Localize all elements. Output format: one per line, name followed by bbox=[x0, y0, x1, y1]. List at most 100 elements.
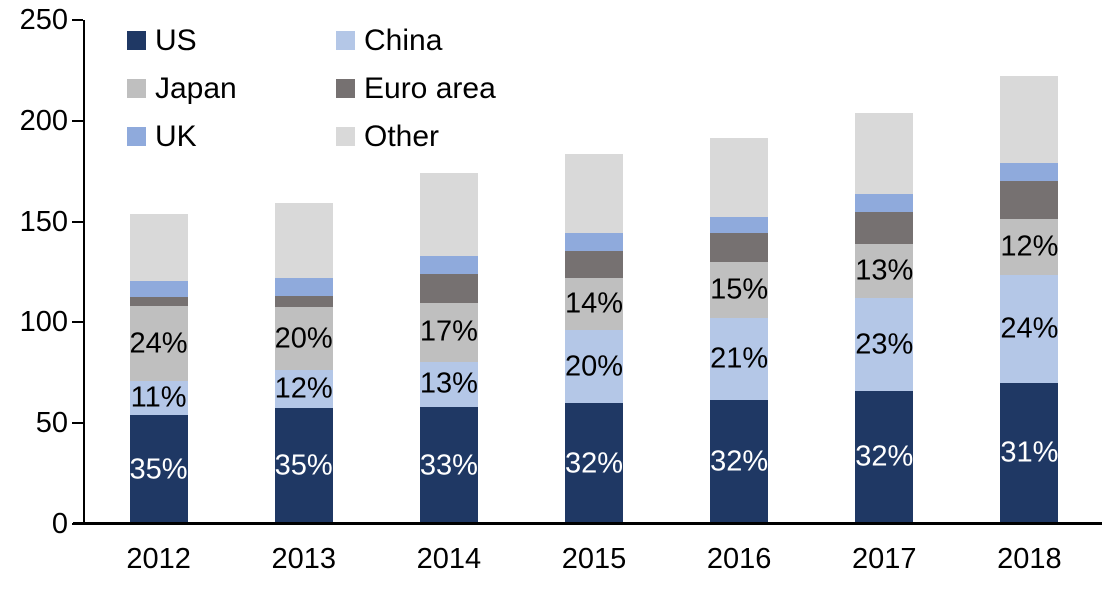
stacked-bar-2012: 35% 11% 24% bbox=[129, 213, 188, 524]
legend-label: US bbox=[155, 23, 197, 57]
bar-segment-japan: 12% bbox=[1000, 218, 1059, 276]
segment-value-label: 14% bbox=[564, 287, 624, 320]
bar-segment-china: 12% bbox=[275, 369, 333, 409]
legend-swatch-icon bbox=[127, 127, 146, 146]
segment-value-label: 20% bbox=[274, 322, 333, 355]
bar-segment-euro-area bbox=[855, 211, 914, 244]
legend-item-us: US bbox=[127, 24, 336, 57]
bar-segment-other bbox=[855, 112, 914, 195]
bar-segment-us: 32% bbox=[565, 403, 623, 524]
x-axis-label-2014: 2014 bbox=[416, 543, 482, 575]
bar-segment-other bbox=[419, 173, 478, 256]
stacked-bar-2013: 35% 12% 20% bbox=[274, 202, 333, 524]
legend-item-other: Other bbox=[336, 120, 496, 153]
chart-legend: US China Japan Euro area UK Other bbox=[127, 24, 496, 153]
bar-segment-other bbox=[129, 213, 188, 282]
legend-swatch-icon bbox=[127, 79, 146, 98]
bar-slot-2015: 32% 20% 14% bbox=[521, 20, 666, 524]
bar-segment-japan: 17% bbox=[419, 303, 478, 362]
bar-segment-uk bbox=[1000, 163, 1059, 182]
x-axis-label-2012: 2012 bbox=[126, 543, 191, 575]
bar-segment-china: 23% bbox=[855, 298, 913, 391]
segment-value-label: 23% bbox=[855, 328, 914, 361]
y-tick-label: 150 bbox=[19, 205, 68, 238]
y-tick-label: 50 bbox=[35, 407, 68, 440]
legend-label: Euro area bbox=[364, 71, 496, 105]
bar-segment-euro-area bbox=[564, 250, 623, 279]
bar-segment-us: 31% bbox=[1000, 382, 1059, 524]
x-axis-label-2013: 2013 bbox=[271, 543, 336, 575]
bar-segment-japan: 15% bbox=[710, 261, 769, 319]
bar-segment-uk bbox=[129, 281, 188, 298]
y-tick-label: 250 bbox=[19, 4, 68, 36]
bar-segment-euro-area bbox=[710, 232, 769, 262]
y-tick-mark bbox=[72, 119, 83, 122]
segment-value-label: 13% bbox=[419, 367, 478, 400]
bar-segment-china: 20% bbox=[564, 330, 624, 404]
bar-segment-other bbox=[710, 138, 769, 217]
segment-value-label: 13% bbox=[855, 254, 914, 287]
legend-swatch-icon bbox=[336, 79, 355, 98]
segment-value-label: 15% bbox=[710, 273, 769, 306]
bar-slot-2016: 32% 21% 15% bbox=[667, 20, 812, 524]
segment-value-label: 32% bbox=[564, 447, 624, 480]
bar-segment-china: 24% bbox=[1000, 275, 1058, 383]
bar-segment-uk bbox=[855, 194, 914, 212]
legend-item-uk: UK bbox=[127, 120, 336, 153]
segment-value-label: 32% bbox=[855, 440, 914, 473]
bar-segment-euro-area bbox=[274, 296, 333, 308]
bar-slot-2017: 32% 23% 13% bbox=[812, 20, 957, 524]
y-tick-label: 100 bbox=[19, 306, 68, 339]
x-axis-label-2016: 2016 bbox=[706, 543, 772, 575]
bar-segment-china: 13% bbox=[419, 361, 478, 408]
bar-segment-japan: 20% bbox=[274, 307, 333, 370]
segment-value-label: 12% bbox=[1000, 230, 1059, 263]
legend-swatch-icon bbox=[336, 31, 355, 50]
x-axis-label-2018: 2018 bbox=[997, 543, 1062, 575]
bar-segment-other bbox=[274, 202, 333, 279]
stacked-bar-2017: 32% 23% 13% bbox=[855, 112, 914, 524]
segment-value-label: 11% bbox=[130, 381, 187, 414]
legend-item-euro-area: Euro area bbox=[336, 72, 496, 105]
bar-segment-japan: 13% bbox=[855, 243, 914, 299]
y-tick-mark bbox=[72, 19, 83, 21]
legend-swatch-icon bbox=[336, 127, 355, 146]
segment-value-label: 20% bbox=[564, 350, 624, 383]
x-axis-label-2017: 2017 bbox=[852, 543, 917, 575]
bar-segment-china: 21% bbox=[710, 318, 769, 401]
stacked-bar-2016: 32% 21% 15% bbox=[710, 138, 768, 524]
bar-segment-euro-area bbox=[419, 274, 478, 304]
bar-segment-uk bbox=[710, 216, 769, 233]
legend-label: China bbox=[364, 23, 443, 57]
legend-item-china: China bbox=[336, 24, 496, 57]
y-axis-line bbox=[83, 20, 85, 525]
segment-value-label: 33% bbox=[419, 449, 478, 482]
bar-segment-japan: 24% bbox=[130, 306, 188, 381]
stacked-bar-2018: 31% 24% 12% bbox=[1000, 75, 1059, 524]
segment-value-label: 31% bbox=[1000, 436, 1059, 469]
segment-value-label: 17% bbox=[419, 315, 478, 348]
segment-value-label: 21% bbox=[710, 342, 769, 375]
bar-segment-china: 11% bbox=[129, 380, 188, 416]
bar-segment-us: 35% bbox=[130, 415, 188, 524]
y-tick-label: 0 bbox=[51, 508, 68, 540]
stacked-bar-2014: 33% 13% 17% bbox=[420, 173, 478, 524]
bar-slot-2018: 31% 24% 12% bbox=[957, 20, 1102, 524]
segment-value-label: 24% bbox=[129, 327, 188, 360]
y-tick-mark bbox=[72, 220, 83, 223]
legend-label: Other bbox=[364, 119, 440, 153]
segment-value-label: 35% bbox=[274, 449, 333, 482]
bar-segment-uk bbox=[274, 278, 333, 297]
segment-value-label: 24% bbox=[1000, 312, 1059, 345]
bar-segment-us: 35% bbox=[275, 408, 333, 524]
segment-value-label: 32% bbox=[710, 445, 769, 478]
bar-segment-japan: 14% bbox=[564, 278, 624, 331]
bar-segment-us: 33% bbox=[420, 407, 478, 524]
legend-item-japan: Japan bbox=[127, 72, 336, 105]
bar-segment-other bbox=[1000, 75, 1059, 164]
legend-swatch-icon bbox=[127, 31, 146, 50]
bar-segment-us: 32% bbox=[855, 390, 914, 524]
bar-segment-uk bbox=[564, 232, 623, 251]
bar-segment-euro-area bbox=[1000, 181, 1059, 219]
